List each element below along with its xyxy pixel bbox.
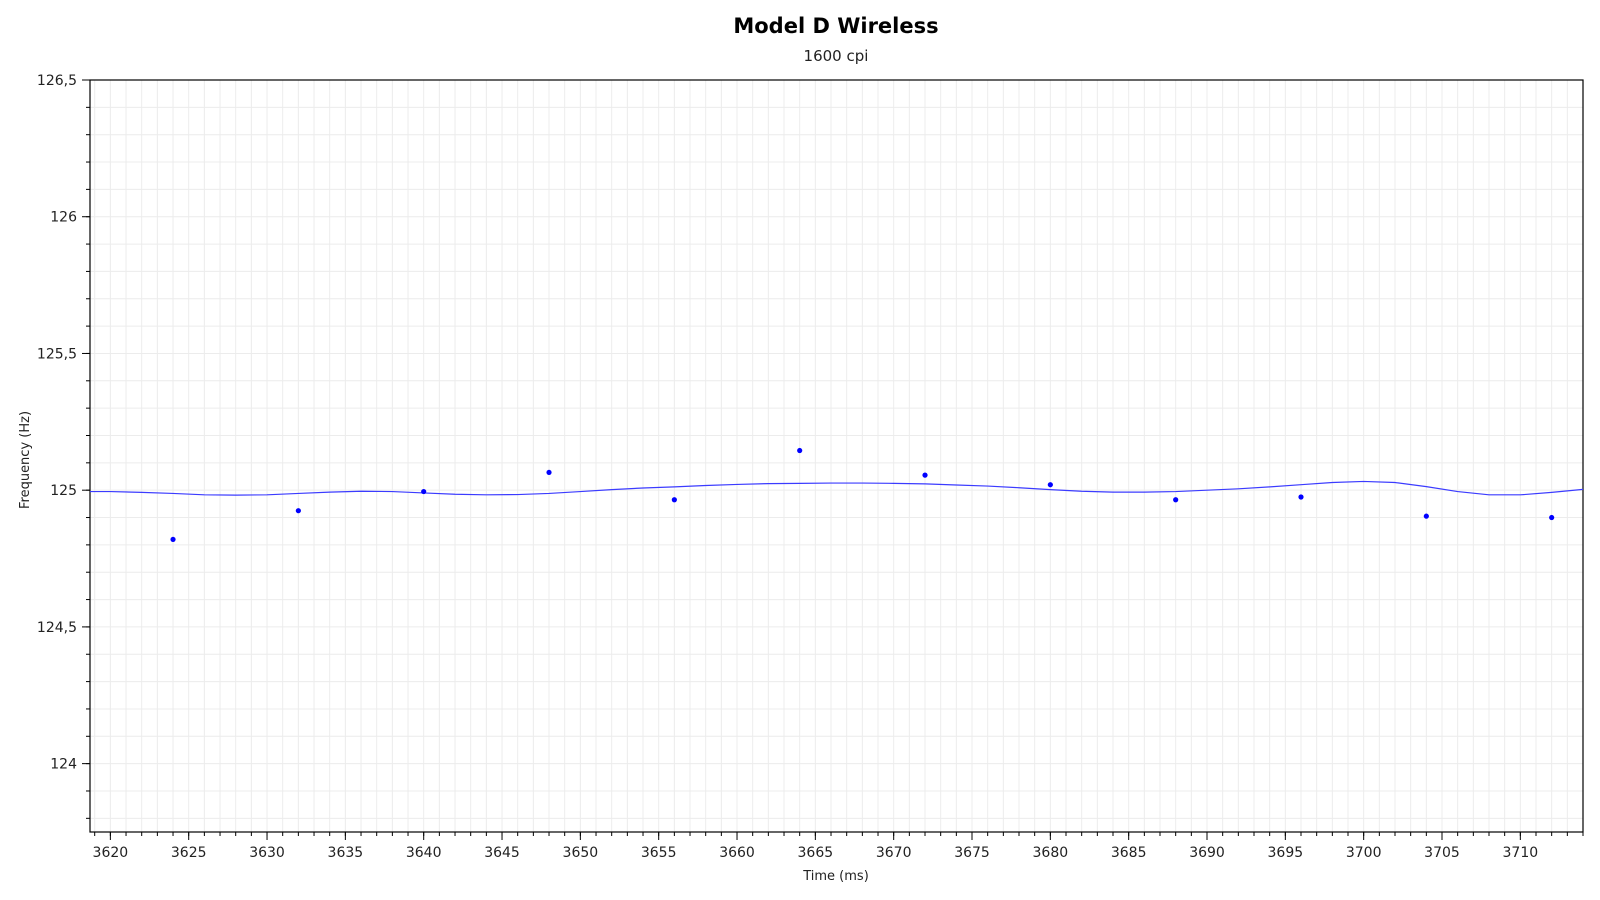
x-tick-label: 3675 — [954, 845, 990, 861]
axes: 3620 3625 3630 3635 3640 3645 3650 3655 3660 3665… — [37, 73, 1584, 861]
data-point — [295, 508, 301, 514]
x-tick-label: 3685 — [1111, 845, 1147, 861]
y-tick-label: 125,5 — [37, 346, 77, 362]
data-point — [421, 488, 427, 495]
x-tick-label: 3670 — [876, 845, 912, 861]
plot-area — [90, 80, 1583, 832]
fit-line — [90, 480, 1584, 496]
x-tick-label: 3625 — [171, 845, 207, 861]
fit-line-series — [90, 480, 1584, 496]
y-tick-label: 124,5 — [37, 620, 77, 636]
scatter-series — [170, 447, 1555, 543]
data-point — [671, 497, 677, 503]
x-tick-label: 3650 — [563, 845, 599, 861]
x-tick-label: 3690 — [1189, 845, 1225, 861]
x-tick-label: 3665 — [798, 845, 834, 861]
data-point — [922, 472, 928, 478]
y-tick-label: 124 — [50, 757, 77, 773]
x-tick-label: 3695 — [1268, 845, 1304, 861]
plot-frame — [89, 79, 1584, 833]
y-tick-label: 126 — [50, 210, 77, 226]
y-tick-label: 126,5 — [37, 73, 77, 89]
y-axis-label: Frequency (Hz) — [18, 411, 33, 509]
data-point — [1298, 494, 1304, 500]
data-point — [1549, 514, 1555, 521]
grid — [90, 79, 1584, 832]
data-point — [1423, 513, 1429, 519]
x-tick-label: 3620 — [93, 845, 129, 861]
x-tick-label: 3645 — [484, 845, 520, 861]
x-tick-label: 3680 — [1033, 845, 1069, 861]
data-point — [170, 536, 176, 543]
x-tick-label: 3660 — [719, 845, 755, 861]
data-point — [1047, 482, 1053, 488]
data-point — [797, 447, 803, 454]
x-tick-label: 3655 — [641, 845, 677, 861]
x-tick-label: 3630 — [249, 845, 285, 861]
data-point — [1173, 497, 1179, 503]
x-tick-label: 3700 — [1346, 845, 1382, 861]
x-tick-label: 3710 — [1503, 845, 1539, 861]
x-tick-label: 3635 — [328, 845, 364, 861]
x-tick-label: 3705 — [1424, 845, 1460, 861]
data-point — [546, 469, 552, 476]
x-tick-label: 3640 — [406, 845, 442, 861]
y-tick-label: 125 — [50, 483, 77, 499]
chart-title: Model D Wireless — [733, 14, 938, 38]
x-axis-label: Time (ms) — [802, 869, 869, 884]
chart-subtitle: 1600 cpi — [804, 47, 869, 65]
